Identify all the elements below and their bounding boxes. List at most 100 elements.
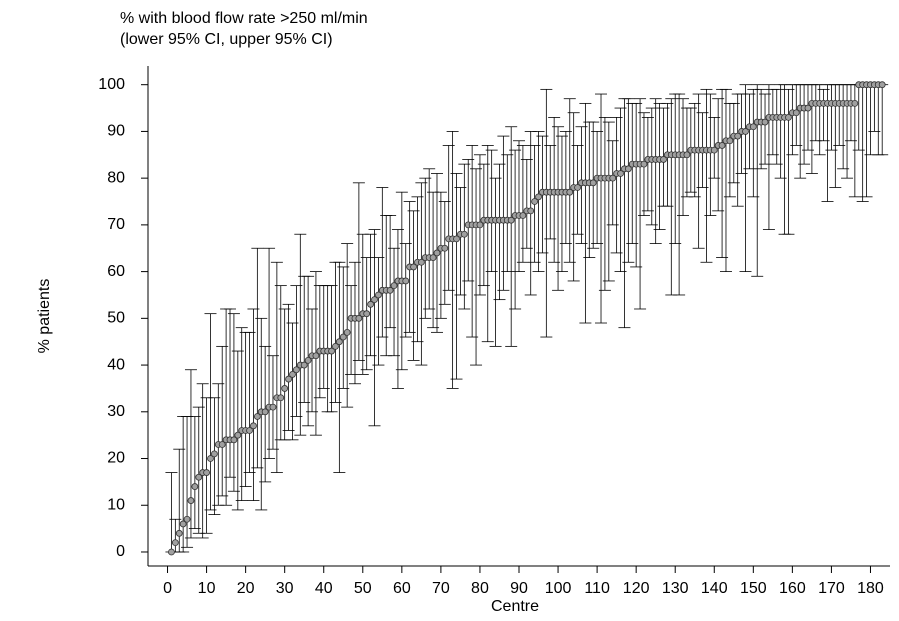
y-tick-label: 0 [116,543,125,560]
point [253,413,261,420]
point [218,441,226,448]
y-tick-label: 30 [107,403,125,420]
point [339,333,347,341]
point [417,258,425,266]
point [535,193,542,201]
x-tick-label: 130 [662,580,689,597]
point [281,385,289,392]
x-tick-label: 60 [393,580,411,597]
point [609,174,617,182]
point [328,347,335,355]
point [175,529,183,537]
x-tick-label: 80 [471,580,489,597]
point [289,371,296,378]
point [683,151,691,159]
point [761,118,769,126]
x-tick-label: 90 [510,580,528,597]
point [386,286,394,294]
point [375,291,382,299]
y-tick-label: 60 [107,263,125,280]
point [168,548,175,556]
point [363,310,371,318]
x-tick-label: 110 [584,580,610,597]
point [187,497,195,504]
point [531,198,539,205]
x-tick-label: 70 [432,580,450,597]
x-tick-label: 170 [818,580,845,597]
point [718,142,726,149]
x-axis-label: Centre [491,598,539,615]
point [269,403,277,411]
point [589,179,597,187]
point [335,338,343,346]
point [292,366,300,374]
point [191,483,199,490]
point [792,109,800,117]
point [574,184,581,191]
point [230,436,238,444]
x-tick-label: 0 [163,580,172,597]
y-tick-label: 20 [107,450,125,467]
point [429,254,437,261]
x-tick-label: 30 [276,580,294,597]
point [210,450,218,458]
point [785,114,792,121]
x-tick-label: 10 [198,580,216,597]
x-tick-label: 20 [237,580,255,597]
point [441,244,449,252]
point [507,216,515,224]
point [183,515,191,523]
point [371,296,378,304]
point [367,300,375,308]
chart-title: % with blood flow rate >250 ml/min [120,10,368,27]
point [453,235,460,243]
chart-subtitle: (lower 95% CI, upper 95% CI) [120,31,333,48]
point [519,212,527,219]
point [734,132,742,140]
point [640,160,648,168]
point [195,473,203,481]
point [742,128,749,135]
y-tick-label: 40 [107,356,125,373]
point [171,539,179,547]
point [332,342,339,350]
point [804,104,812,112]
y-tick-label: 10 [107,496,125,513]
y-tick-label: 90 [107,123,125,140]
y-axis-label: % patients [36,279,53,354]
point [285,375,292,383]
x-tick-label: 50 [354,580,372,597]
x-tick-label: 40 [315,580,333,597]
point [304,356,312,364]
point [277,394,285,402]
point [355,314,363,322]
point [312,352,320,360]
point [460,230,468,238]
x-tick-label: 100 [545,580,572,597]
x-tick-label: 120 [623,580,650,597]
point [261,408,269,416]
point [878,81,886,89]
point [527,207,535,215]
point [726,137,734,145]
point [624,165,632,173]
x-tick-label: 160 [779,580,806,597]
y-tick-label: 80 [107,169,125,186]
point [179,520,187,528]
point [566,188,574,196]
point [410,263,417,271]
point [207,455,214,462]
point [343,328,351,336]
point [234,431,242,439]
point [749,123,757,131]
point [203,469,210,476]
x-tick-label: 180 [857,580,884,597]
point [710,146,718,154]
point [402,277,410,285]
point [851,99,859,107]
point [300,361,308,369]
point [250,422,257,430]
point [476,221,484,229]
point [660,156,667,163]
